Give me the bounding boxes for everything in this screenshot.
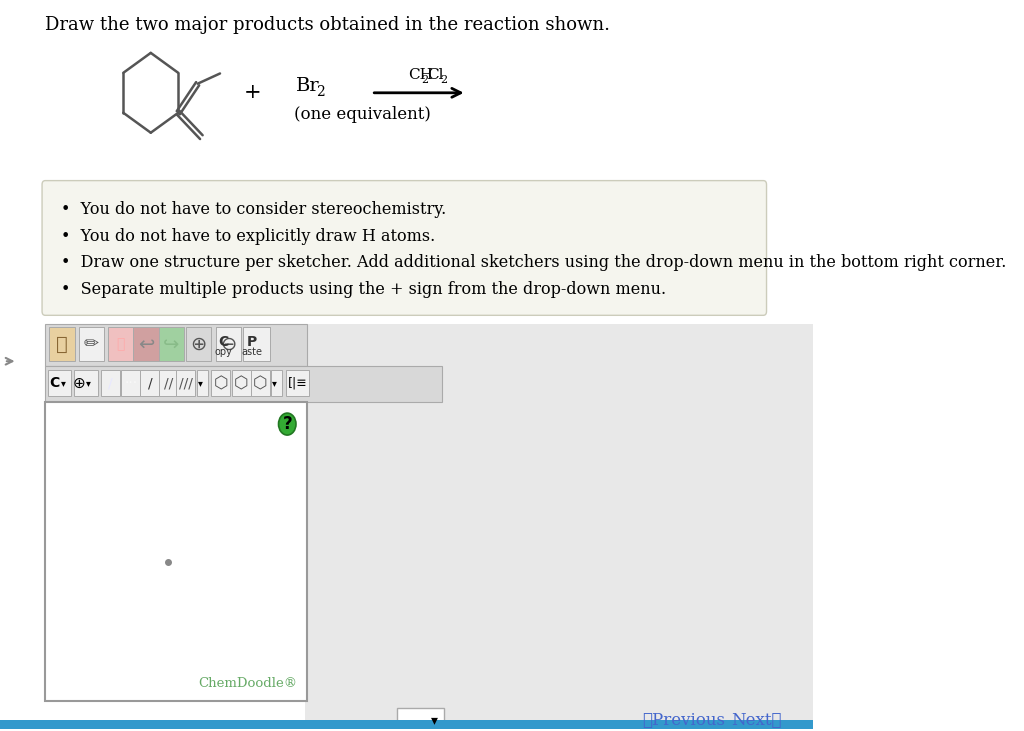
Bar xyxy=(245,327,269,361)
Text: 2: 2 xyxy=(421,75,428,85)
Bar xyxy=(211,370,230,396)
Text: //: // xyxy=(164,376,173,390)
Text: C: C xyxy=(219,336,229,349)
Text: CH: CH xyxy=(408,68,433,82)
Text: ❮Previous: ❮Previous xyxy=(642,712,725,729)
Text: opy: opy xyxy=(215,347,232,357)
Bar xyxy=(45,366,442,402)
Text: ▾: ▾ xyxy=(431,713,438,727)
Text: ✋: ✋ xyxy=(56,335,68,354)
Bar xyxy=(140,370,160,396)
Bar xyxy=(79,327,104,361)
Bar xyxy=(251,370,269,396)
Text: ⬡: ⬡ xyxy=(213,374,228,392)
Bar xyxy=(305,325,813,730)
Bar xyxy=(108,327,133,361)
Text: ···: ··· xyxy=(124,376,137,390)
Text: (one equivalent): (one equivalent) xyxy=(294,106,430,124)
Text: ▾: ▾ xyxy=(86,378,91,388)
Bar xyxy=(47,370,72,396)
Text: Next❯: Next❯ xyxy=(731,712,781,729)
Text: /: / xyxy=(147,376,153,390)
Text: [|≡: [|≡ xyxy=(288,376,307,390)
Bar xyxy=(122,370,140,396)
Bar xyxy=(0,721,813,730)
Bar xyxy=(45,325,307,366)
Text: ▾: ▾ xyxy=(61,378,66,388)
Text: ⊕: ⊕ xyxy=(190,335,207,354)
Text: ⊖: ⊖ xyxy=(220,335,237,354)
Text: 2: 2 xyxy=(440,75,447,85)
Text: Cl: Cl xyxy=(427,68,443,82)
Text: ▾: ▾ xyxy=(198,378,203,388)
Bar xyxy=(286,370,309,396)
Text: C: C xyxy=(49,376,59,390)
Bar xyxy=(159,327,184,361)
Text: 2: 2 xyxy=(315,85,325,99)
Text: aste: aste xyxy=(242,347,263,357)
Bar xyxy=(216,327,242,361)
Bar xyxy=(45,402,307,702)
Text: /: / xyxy=(108,376,113,390)
Bar xyxy=(271,370,283,396)
Text: ↪: ↪ xyxy=(163,335,179,354)
Text: ⬛: ⬛ xyxy=(117,337,125,352)
Text: +: + xyxy=(244,83,261,102)
Bar xyxy=(176,370,196,396)
Bar xyxy=(159,370,178,396)
Bar xyxy=(185,327,211,361)
Bar xyxy=(197,370,208,396)
Bar xyxy=(231,370,251,396)
Text: •  You do not have to explicitly draw H atoms.: • You do not have to explicitly draw H a… xyxy=(61,227,435,244)
Bar xyxy=(74,370,97,396)
Text: ⬡: ⬡ xyxy=(253,374,267,392)
Bar xyxy=(133,327,159,361)
Text: •  You do not have to consider stereochemistry.: • You do not have to consider stereochem… xyxy=(61,200,446,218)
Text: P: P xyxy=(247,336,257,349)
Circle shape xyxy=(279,413,296,435)
Text: ⬡: ⬡ xyxy=(233,374,249,392)
Text: ↩: ↩ xyxy=(138,335,155,354)
Text: ChemDoodle®: ChemDoodle® xyxy=(199,676,298,689)
Text: Draw the two major products obtained in the reaction shown.: Draw the two major products obtained in … xyxy=(45,16,610,34)
Bar xyxy=(243,327,269,361)
Text: •  Draw one structure per sketcher. Add additional sketchers using the drop-down: • Draw one structure per sketcher. Add a… xyxy=(61,254,1007,271)
Text: Br: Br xyxy=(296,77,319,95)
Bar xyxy=(216,327,242,361)
FancyBboxPatch shape xyxy=(42,181,767,315)
Bar xyxy=(49,327,75,361)
Text: ▾: ▾ xyxy=(272,378,276,388)
Bar xyxy=(396,708,444,731)
Text: ///: /// xyxy=(179,376,193,390)
Text: ?: ? xyxy=(283,415,292,433)
Bar xyxy=(100,370,120,396)
Text: ⊕: ⊕ xyxy=(73,376,86,390)
Text: •  Separate multiple products using the + sign from the drop-down menu.: • Separate multiple products using the +… xyxy=(61,281,667,298)
Text: ✏: ✏ xyxy=(84,336,98,353)
